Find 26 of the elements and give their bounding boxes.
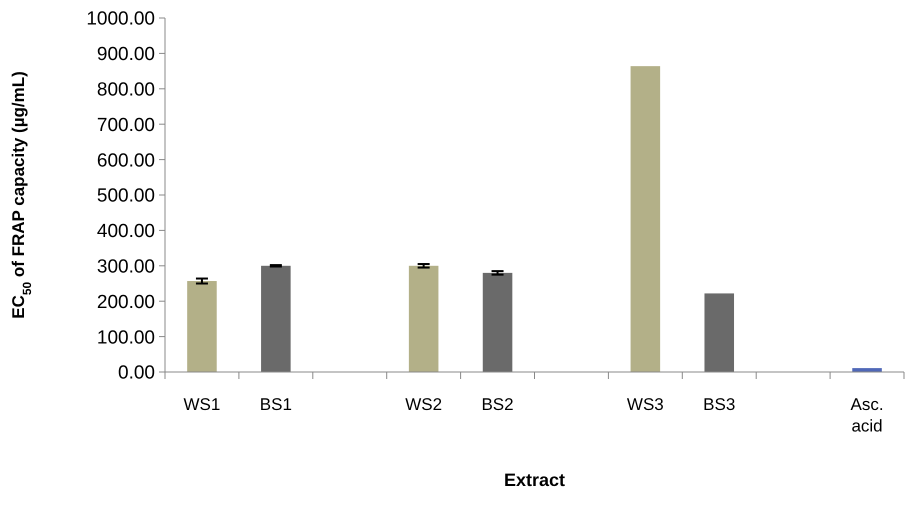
y-tick-label: 900.00	[96, 44, 155, 66]
y-tick-label: 700.00	[96, 114, 155, 136]
bar	[630, 66, 660, 372]
bar	[187, 281, 217, 372]
y-tick-label: 500.00	[96, 186, 155, 207]
bar	[482, 272, 512, 372]
x-tick-label: WS3	[626, 395, 664, 414]
y-tick-label: 200.00	[96, 292, 155, 313]
y-tick-label: 100.00	[96, 327, 155, 348]
x-tick-label: Asc. acid	[850, 395, 884, 436]
bar	[408, 266, 438, 372]
bar	[852, 368, 882, 372]
y-tick-label: 300.00	[96, 256, 155, 278]
x-axis-title: Extract	[504, 470, 566, 490]
bar	[261, 266, 291, 372]
y-tick-label: 400.00	[96, 221, 155, 242]
y-tick-label: 1000.00	[86, 8, 155, 30]
y-tick-label: 0.00	[118, 362, 155, 384]
y-tick-label: 800.00	[96, 79, 155, 100]
x-tick-label: BS3	[703, 395, 736, 414]
bar	[704, 293, 734, 372]
x-tick-label: WS2	[405, 395, 442, 414]
x-tick-label: WS1	[184, 395, 220, 414]
x-tick-label: BS2	[481, 395, 514, 414]
y-tick-label: 600.00	[96, 150, 155, 172]
x-tick-label: BS1	[260, 395, 292, 414]
